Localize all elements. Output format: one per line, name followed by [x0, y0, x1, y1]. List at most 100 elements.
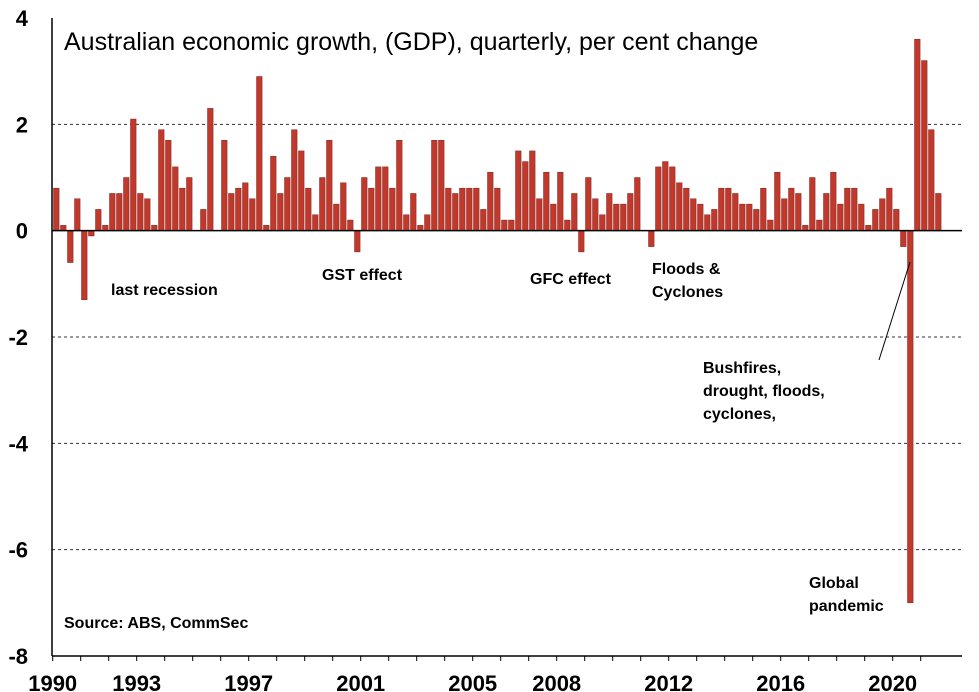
bar — [844, 187, 851, 231]
annotation-bushfires-line3: cyclones, — [703, 406, 776, 423]
bars — [53, 39, 942, 604]
bar — [515, 150, 522, 231]
bar — [389, 187, 396, 231]
bar — [403, 214, 410, 231]
bar — [109, 193, 116, 231]
bar — [298, 150, 305, 231]
y-tick-label: -4 — [8, 431, 28, 456]
bar — [550, 203, 557, 231]
bar — [473, 187, 480, 231]
bar — [417, 225, 424, 231]
bar — [613, 203, 620, 231]
bar — [466, 187, 473, 231]
bar — [802, 225, 809, 231]
bar — [501, 219, 508, 231]
bar — [179, 187, 186, 231]
x-tick-label: 2020 — [868, 671, 917, 692]
bar — [263, 225, 270, 231]
bar — [683, 187, 690, 231]
bar — [256, 76, 263, 231]
annotation-pandemic-line2: pandemic — [809, 598, 884, 615]
bar — [410, 193, 417, 231]
x-tick-label: 2001 — [336, 671, 385, 692]
bar — [431, 140, 438, 231]
bar — [907, 230, 914, 604]
x-tick-label: 2016 — [756, 671, 805, 692]
bar — [102, 225, 109, 231]
bar — [697, 203, 704, 231]
bar — [648, 230, 655, 247]
bar — [172, 166, 179, 231]
bar — [249, 198, 256, 231]
bar — [130, 118, 137, 231]
bar — [235, 187, 242, 231]
y-tick-label: -6 — [8, 538, 28, 563]
bar — [382, 166, 389, 231]
annotation-gst-effect: GST effect — [322, 267, 403, 284]
bar — [361, 177, 368, 231]
bar — [277, 193, 284, 231]
bar — [312, 214, 319, 231]
bar — [760, 187, 767, 231]
bar — [207, 108, 214, 231]
bar — [305, 187, 312, 231]
annotation-bushfires-line2: drought, floods, — [703, 383, 825, 400]
bar — [508, 219, 515, 231]
x-tick-label: 2005 — [448, 671, 497, 692]
bar — [137, 193, 144, 231]
bar — [704, 214, 711, 231]
bar — [333, 203, 340, 231]
bar — [424, 214, 431, 231]
bar — [368, 187, 375, 231]
bar — [725, 187, 732, 231]
bar — [718, 187, 725, 231]
bar — [746, 203, 753, 231]
bar — [858, 203, 865, 231]
bar — [865, 225, 872, 231]
bar — [837, 203, 844, 231]
bar — [186, 177, 193, 231]
bar — [767, 219, 774, 231]
bar — [487, 171, 494, 231]
bar — [67, 230, 74, 263]
bar — [270, 156, 277, 231]
x-tick-label: 1993 — [112, 671, 161, 692]
bar — [578, 230, 585, 253]
bar — [319, 177, 326, 231]
bar — [753, 209, 760, 231]
bar — [599, 214, 606, 231]
bar — [851, 187, 858, 231]
chart-title: Australian economic growth, (GDP), quart… — [64, 28, 758, 56]
bar — [396, 140, 403, 231]
bar — [81, 230, 88, 300]
bar — [53, 187, 60, 231]
bar — [144, 198, 151, 231]
bar — [886, 187, 893, 231]
y-tick-label: 4 — [16, 6, 29, 31]
bar — [221, 140, 228, 231]
bar — [592, 198, 599, 231]
bar — [116, 193, 123, 231]
bar — [620, 203, 627, 231]
bar — [893, 209, 900, 231]
bar — [711, 209, 718, 231]
bar — [900, 230, 907, 247]
bar — [459, 187, 466, 231]
bar — [529, 150, 536, 231]
annotation-last-recession: last recession — [111, 282, 218, 299]
bar — [795, 193, 802, 231]
bar — [228, 193, 235, 231]
bar — [340, 182, 347, 231]
bar — [732, 193, 739, 231]
bar — [557, 171, 564, 231]
bar — [74, 198, 81, 231]
bar — [585, 177, 592, 231]
bar — [788, 187, 795, 231]
x-tick-label: 1997 — [224, 671, 273, 692]
bar — [928, 129, 935, 231]
bar — [935, 193, 942, 231]
bar — [522, 161, 529, 231]
x-tick-label: 1990 — [28, 671, 77, 692]
bushfires-pointer-line — [878, 261, 911, 361]
